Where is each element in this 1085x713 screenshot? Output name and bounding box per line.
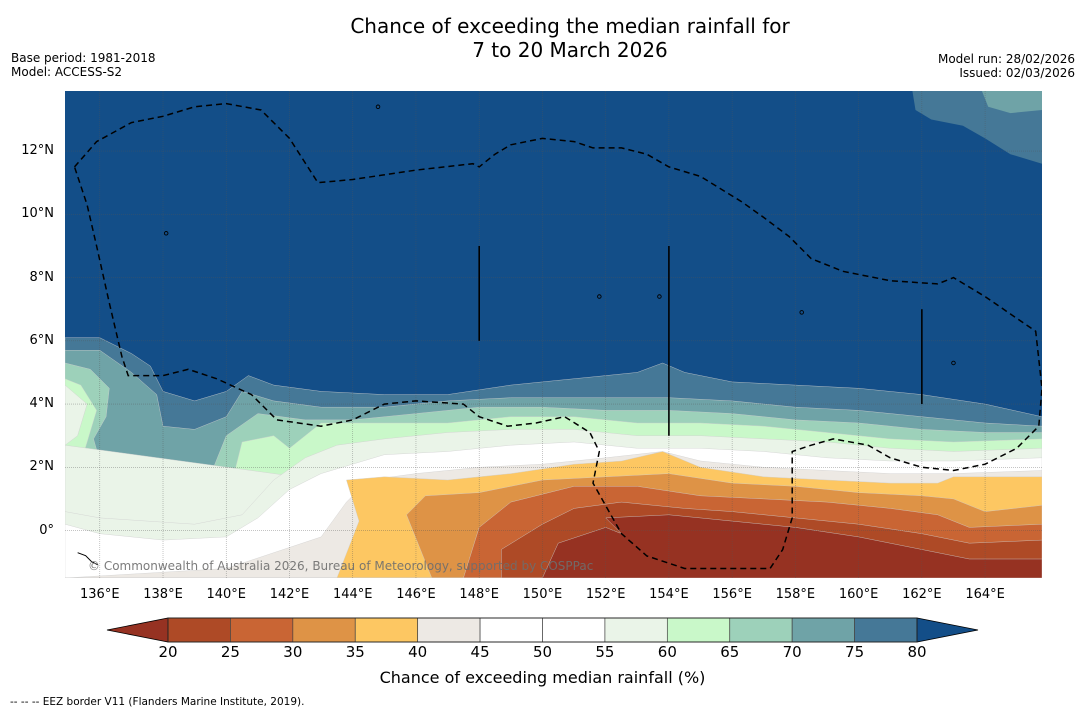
colorbar [106, 617, 979, 643]
colorbar-tick-label: 45 [470, 643, 490, 661]
metadata-left: Base period: 1981-2018 Model: ACCESS-S2 [11, 51, 156, 79]
colorbar-outline [167, 617, 918, 643]
band-70-75-northeast [981, 91, 1042, 114]
coastlines [77, 104, 956, 566]
colorbar-tick-label: 50 [532, 643, 553, 661]
colorbar-extend-under [106, 617, 169, 643]
model-run-text: Model run: 28/02/2026 [937, 52, 1075, 66]
issued-text: Issued: 02/03/2026 [959, 66, 1075, 80]
colorbar-tick-label: 70 [782, 643, 802, 661]
longitude-tick-label: 138°E [143, 587, 183, 602]
colorbar-tick-label: 30 [283, 643, 303, 661]
colorbar-segment [354, 617, 419, 643]
longitude-tick-label: 154°E [649, 587, 689, 602]
island-outline [799, 310, 804, 315]
map-title-line1: Chance of exceeding the median rainfall … [350, 14, 790, 38]
colorbar-segment [604, 617, 668, 643]
island-outline [597, 294, 602, 299]
longitude-tick-label: 162°E [902, 587, 942, 602]
latitude-tick-label: 12°N [21, 143, 54, 159]
latitude-tick-label: 6°N [29, 332, 55, 348]
longitude-tick-label: 148°E [459, 587, 499, 602]
longitude-tick-label: 156°E [712, 587, 752, 602]
colorbar-segment [666, 617, 731, 643]
colorbar-tick-label: 65 [720, 643, 740, 661]
island-outline [951, 360, 956, 366]
colorbar-segment [854, 617, 918, 643]
model-text: Model: ACCESS-S2 [11, 65, 123, 79]
colorbar-segment [167, 617, 231, 643]
longitude-tick-label: 144°E [332, 587, 373, 602]
latitude-tick-label: 2°N [29, 459, 55, 475]
colorbar-segment [479, 617, 543, 643]
longitude-tick-label: 164°E [965, 587, 1005, 602]
graticule [65, 91, 1042, 578]
colorbar-segment [791, 617, 855, 643]
island-outline [163, 231, 169, 236]
longitude-tick-label: 158°E [775, 587, 816, 602]
colorbar-title: Chance of exceeding median rainfall (%) [379, 668, 706, 687]
longitude-tick-label: 140°E [206, 587, 247, 602]
latitude-tick-label: 4°N [29, 396, 55, 412]
colorbar-tick-label: 20 [158, 643, 178, 661]
longitude-tick-label: 152°E [585, 587, 626, 602]
colorbar-segment [729, 617, 793, 643]
rainfall-probability-map [65, 91, 1042, 578]
longitude-tick-label: 142°E [269, 587, 310, 602]
island-outline [375, 104, 381, 110]
colorbar-segment [230, 617, 294, 643]
copyright-text: © Commonwealth of Australia 2026, Bureau… [88, 559, 594, 573]
colorbar-segment [417, 617, 481, 643]
eez-border-micronesia [73, 102, 1042, 570]
colorbar-tick-label: 40 [408, 643, 428, 661]
longitude-tick-label: 146°E [396, 587, 436, 602]
metadata-right: Model run: 28/02/2026 Issued: 02/03/2026 [938, 52, 1075, 80]
longitude-tick-label: 136°E [80, 587, 120, 602]
eez-borders [73, 102, 1042, 570]
map-title-line2: 7 to 20 March 2026 [472, 38, 668, 62]
island-outline-palau [77, 552, 98, 566]
longitude-tick-label: 150°E [522, 587, 563, 602]
colorbar-segment [292, 617, 356, 643]
longitude-tick-label: 160°E [838, 587, 879, 602]
island-outline [657, 294, 662, 299]
colorbar-tick-label: 35 [345, 643, 365, 661]
colorbar-extend-over [916, 617, 979, 643]
colorbar-tick-label: 55 [595, 643, 615, 661]
base-period-text: Base period: 1981-2018 [11, 51, 156, 65]
latitude-tick-label: 10°N [21, 206, 54, 222]
eez-footnote: -- -- -- EEZ border V11 (Flanders Marine… [10, 696, 305, 708]
colorbar-tick-label: 80 [907, 643, 927, 661]
colorbar-tick-label: 75 [845, 643, 865, 661]
map-title: Chance of exceeding the median rainfall … [0, 14, 1085, 62]
latitude-tick-label: 0° [39, 522, 54, 538]
colorbar-tick-label: 25 [220, 643, 240, 661]
contour-fills [65, 91, 1042, 578]
latitude-tick-label: 8°N [29, 269, 55, 285]
colorbar-segment [542, 617, 606, 643]
colorbar-tick-label: 60 [657, 643, 677, 661]
